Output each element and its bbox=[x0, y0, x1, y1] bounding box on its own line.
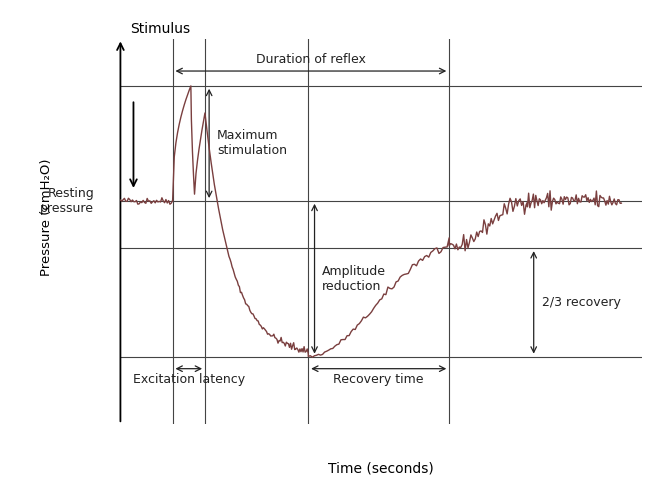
Text: Maximum
stimulation: Maximum stimulation bbox=[217, 129, 287, 158]
Text: Excitation latency: Excitation latency bbox=[132, 373, 245, 386]
Text: Pressure (cmH₂O): Pressure (cmH₂O) bbox=[40, 158, 54, 276]
Text: Recovery time: Recovery time bbox=[333, 373, 424, 386]
Text: Stimulus: Stimulus bbox=[130, 22, 191, 36]
Text: Duration of reflex: Duration of reflex bbox=[256, 53, 366, 66]
Text: 2/3 recovery: 2/3 recovery bbox=[541, 296, 620, 309]
Text: Amplitude
reduction: Amplitude reduction bbox=[322, 265, 387, 293]
Text: Resting
pressure: Resting pressure bbox=[40, 187, 94, 215]
Text: Time (seconds): Time (seconds) bbox=[328, 461, 434, 475]
